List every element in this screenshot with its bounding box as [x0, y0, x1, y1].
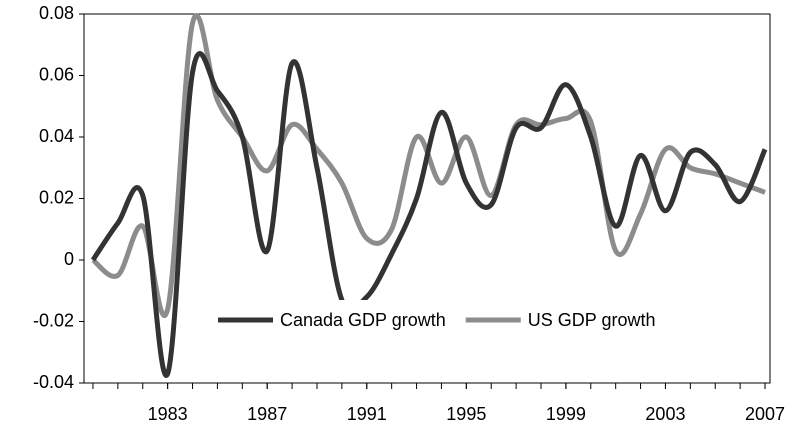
x-tick-label: 1983 — [148, 404, 188, 424]
x-tick-label: 1991 — [347, 404, 387, 424]
series-line — [90, 51, 768, 378]
series-line — [91, 12, 766, 318]
legend-label: US GDP growth — [528, 310, 656, 330]
x-tick-label: 2003 — [645, 404, 685, 424]
x-tick-label: 1999 — [546, 404, 586, 424]
legend-label: Canada GDP growth — [280, 310, 446, 330]
y-tick-label: 0.06 — [39, 64, 74, 84]
y-tick-label: 0.08 — [39, 3, 74, 23]
x-tick-label: 2007 — [745, 404, 785, 424]
y-tick-label: -0.04 — [33, 372, 74, 392]
y-tick-label: 0.02 — [39, 187, 74, 207]
y-tick-label: -0.02 — [33, 310, 74, 330]
y-tick-label: 0.04 — [39, 126, 74, 146]
x-tick-label: 1987 — [247, 404, 287, 424]
x-tick-label: 1995 — [446, 404, 486, 424]
y-tick-label: 0 — [64, 249, 74, 269]
